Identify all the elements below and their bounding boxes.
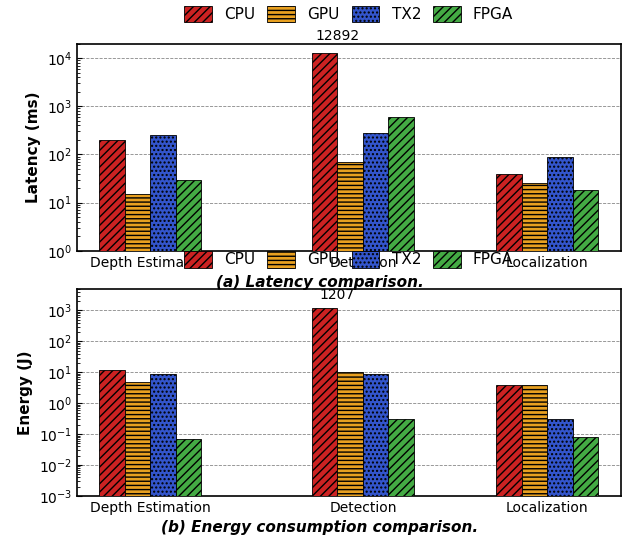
Bar	[176, 179, 202, 545]
Bar	[99, 140, 125, 545]
Text: (b) Energy consumption comparison.: (b) Energy consumption comparison.	[161, 520, 479, 536]
Bar	[363, 133, 388, 545]
Bar	[150, 374, 176, 545]
Bar	[522, 385, 547, 545]
Bar	[496, 385, 522, 545]
Bar	[176, 439, 202, 545]
Bar	[522, 183, 547, 545]
Bar	[573, 437, 598, 545]
Bar	[337, 162, 363, 545]
Bar	[125, 382, 150, 545]
Bar	[388, 117, 414, 545]
Bar	[125, 194, 150, 545]
Bar	[150, 135, 176, 545]
Y-axis label: Energy (J): Energy (J)	[18, 350, 33, 435]
Bar	[99, 370, 125, 545]
Bar	[363, 374, 388, 545]
Text: 12892: 12892	[316, 29, 360, 43]
Bar	[312, 53, 337, 545]
Bar	[312, 308, 337, 545]
Legend: CPU, GPU, TX2, FPGA: CPU, GPU, TX2, FPGA	[184, 251, 513, 268]
Text: 1207: 1207	[320, 288, 355, 301]
Bar	[388, 419, 414, 545]
Bar	[573, 190, 598, 545]
Bar	[337, 372, 363, 545]
Legend: CPU, GPU, TX2, FPGA: CPU, GPU, TX2, FPGA	[184, 5, 513, 22]
Text: (a) Latency comparison.: (a) Latency comparison.	[216, 275, 424, 290]
Y-axis label: Latency (ms): Latency (ms)	[26, 92, 41, 203]
Bar	[496, 173, 522, 545]
Bar	[547, 419, 573, 545]
Bar	[547, 156, 573, 545]
